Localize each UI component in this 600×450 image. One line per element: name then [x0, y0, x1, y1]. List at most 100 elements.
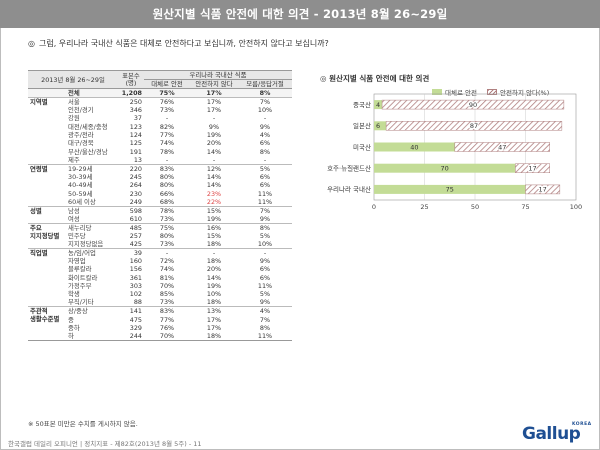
bar-unsafe	[385, 121, 563, 131]
question-mark: ◎	[28, 39, 35, 48]
row-sample: 329	[129, 323, 142, 332]
row-unsafe: 9%	[208, 122, 220, 131]
gallup-logo: Gallup KOREA	[522, 422, 591, 444]
row-sample: 475	[129, 315, 142, 324]
logo-text: Gallup	[522, 424, 581, 444]
row-dk: 5%	[259, 290, 271, 299]
bar-unsafe	[381, 99, 565, 110]
row-safe: 85%	[159, 290, 175, 299]
row-safe: 73%	[159, 239, 175, 248]
row-unsafe: 22%	[206, 197, 222, 206]
row-unsafe: 20%	[206, 265, 222, 274]
category-label: 일본산	[353, 121, 371, 130]
row-unsafe: 18%	[206, 257, 222, 266]
row-dk: 10%	[257, 239, 273, 248]
row-dk: 5%	[259, 231, 271, 240]
category-label: 미국산	[353, 142, 371, 151]
row-unsafe: 18%	[206, 239, 222, 248]
row-unsafe: 14%	[206, 172, 222, 181]
table-row: 무직/기타 88 73% 18% 9%	[28, 298, 292, 307]
row-label: 인천/경기	[68, 106, 94, 115]
row-group	[28, 88, 66, 98]
row-group	[28, 215, 66, 224]
chart-title: ◎ 원산지별 식품 안전에 대한 의견	[320, 74, 430, 83]
row-safe: 68%	[159, 197, 175, 206]
legend-safe-swatch	[432, 89, 442, 95]
row-dk: 8%	[238, 222, 292, 232]
row-dk: 7%	[238, 97, 292, 106]
row-safe: 72%	[159, 257, 175, 266]
table-body: 전체 1,208 75% 17% 8% 지역별 서울 250 76% 17% 7% 인천/경기 346 7…	[28, 88, 292, 342]
row-label: 대전/세종/충청	[68, 122, 108, 131]
row-label: 강원	[68, 114, 80, 123]
row-dk: 11%	[257, 189, 273, 198]
row-unsafe: 12%	[190, 163, 238, 173]
data-label: 17	[528, 165, 536, 173]
row-group	[28, 198, 66, 207]
row-group: 주요	[28, 222, 66, 232]
row-group	[28, 173, 66, 181]
row-label: 60세 이상	[68, 197, 96, 206]
x-tick-label: 75	[521, 203, 529, 211]
row-unsafe: 19%	[206, 131, 222, 140]
table-row: 주관적 상/중상 141 83% 13% 4%	[28, 306, 292, 316]
table-row: 화이트칼라 361 81% 14% 6%	[28, 274, 292, 282]
table-row: 직업별 농/임/어업 39- - -	[28, 247, 292, 257]
row-group	[28, 257, 66, 265]
page-title: 원산지별 식품 안전에 대한 의견 - 2013년 8월 26~29일	[0, 0, 600, 28]
row-dk: 11%	[238, 332, 292, 342]
row-group	[28, 114, 66, 122]
row-unsafe: 17%	[190, 97, 238, 106]
category-label: 호주·뉴질랜드산	[327, 164, 371, 173]
row-group	[28, 274, 66, 282]
row-sample: 141	[118, 306, 144, 316]
row-label: 중	[68, 315, 74, 324]
row-group	[28, 106, 66, 114]
table-row: 제주 13 - - -	[28, 156, 292, 165]
row-safe: 81%	[159, 273, 175, 282]
row-sample: 303	[129, 282, 142, 290]
row-safe: 75%	[144, 222, 190, 232]
header-group: 우리나라 국내산 식품	[144, 70, 292, 80]
logo-sub: KOREA	[572, 422, 592, 427]
row-dk: 9%	[259, 257, 271, 266]
row-unsafe: 15%	[190, 205, 238, 215]
row-sample: 37	[133, 114, 142, 123]
row-unsafe: -	[212, 114, 216, 123]
row-dk: 4%	[259, 131, 271, 140]
table-row: 연령별 19-29세 220 83% 12% 5%	[28, 163, 292, 173]
data-label: 90	[469, 101, 477, 109]
row-safe: 77%	[159, 315, 175, 324]
row-label: 블루칼라	[68, 265, 92, 274]
bar-unsafe	[454, 142, 550, 152]
table-note: ※ 50표본 미만은 수치를 게시하지 않음.	[28, 420, 138, 428]
survey-question: ◎ 그럼, 우리나라 국내산 식품은 대체로 안전하다고 보십니까, 안전하지 않…	[28, 38, 329, 49]
row-safe: 73%	[159, 106, 175, 115]
table-row: 학생 102 85% 10% 5%	[28, 290, 292, 298]
row-unsafe: 16%	[190, 222, 238, 232]
row-label: 농/임/어업	[66, 247, 118, 257]
row-label: 19-29세	[66, 163, 118, 173]
bar-unsafe	[525, 184, 561, 195]
table-row: 생활수준별 중 475 77% 17% 7%	[28, 315, 292, 323]
row-dk: 9%	[259, 214, 271, 223]
row-group	[28, 147, 66, 155]
table-row: 50-59세 230 66% 23% 11%	[28, 189, 292, 198]
row-group: 직업별	[28, 247, 66, 257]
row-safe: 73%	[159, 298, 175, 307]
row-group	[28, 290, 66, 298]
row-safe: 80%	[159, 172, 175, 181]
origin-bar-chart: 0 25 50 75 100 중국산 4 90 일본산 6 87 미국산 40 47 호주·뉴질랜드산 70 1…	[327, 93, 582, 211]
row-safe: 66%	[159, 189, 175, 198]
data-label: 75	[446, 186, 454, 194]
row-sample: 249	[129, 197, 142, 206]
row-unsafe: -	[190, 247, 238, 257]
row-label: 지지정당없음	[68, 239, 104, 248]
row-sample: 264	[129, 181, 142, 190]
row-safe: -	[165, 155, 169, 164]
row-dk: 6%	[259, 172, 271, 181]
row-label: 하	[66, 332, 118, 342]
row-group	[28, 324, 66, 332]
page-footer: 한국갤럽 데일리 오피니언 | 정치지표 - 제82호(2013년 8월 5주)…	[8, 440, 202, 448]
row-label: 학생	[68, 290, 80, 299]
